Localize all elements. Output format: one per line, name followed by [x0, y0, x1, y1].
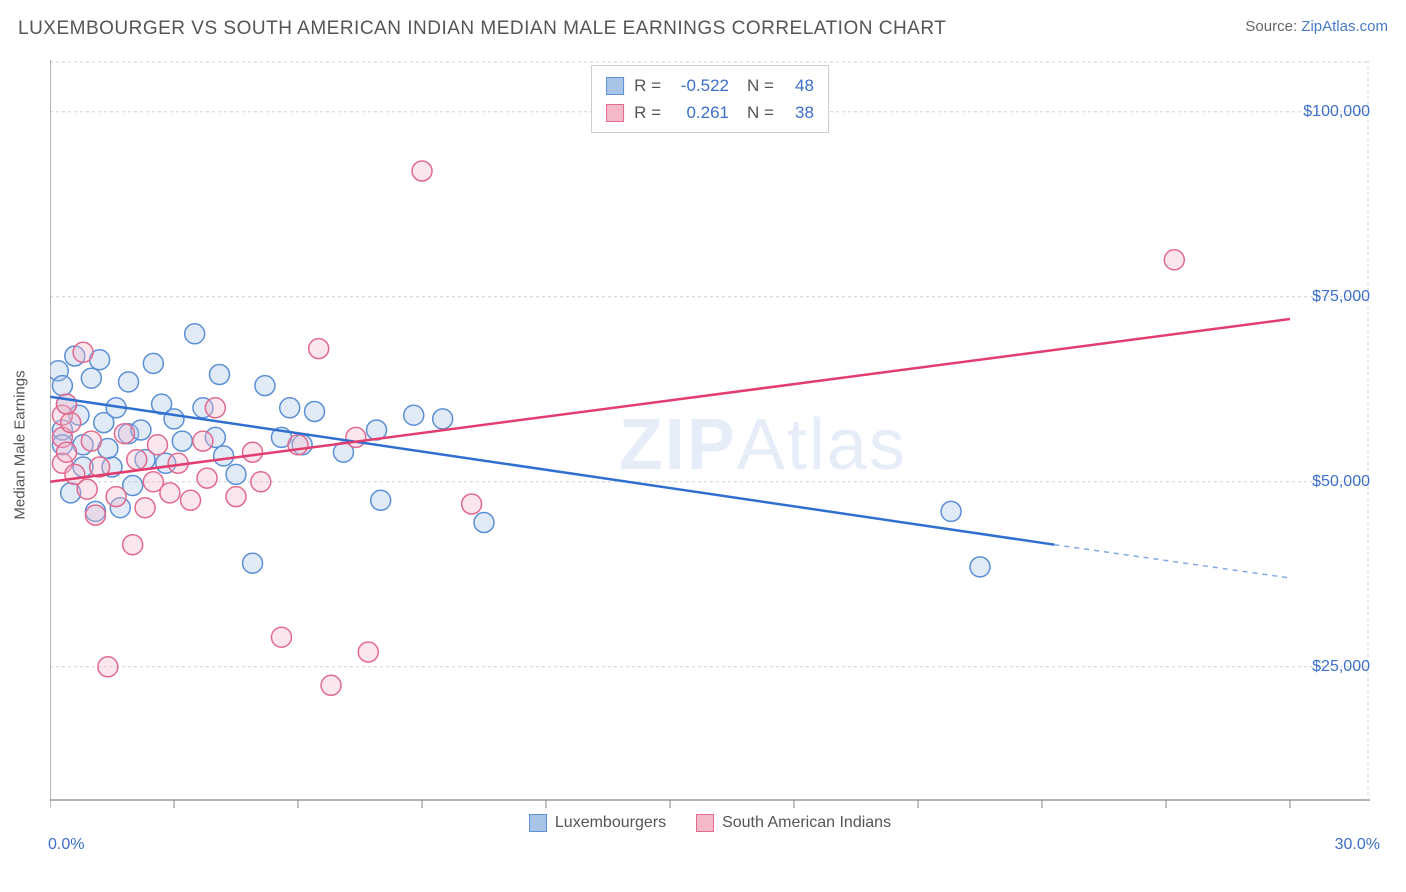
legend-label-lux: Luxembourgers: [555, 814, 666, 832]
series-legend: Luxembourgers South American Indians: [50, 814, 1370, 832]
header: LUXEMBOURGER VS SOUTH AMERICAN INDIAN ME…: [18, 18, 1388, 40]
correlation-row-lux: R = -0.522 N = 48: [606, 72, 814, 99]
correlation-legend: R = -0.522 N = 48 R = 0.261 N = 38: [591, 65, 829, 133]
r-label: R =: [634, 99, 661, 126]
source-link[interactable]: ZipAtlas.com: [1301, 18, 1388, 35]
legend-item-sai: South American Indians: [696, 814, 891, 832]
x-min-label: 0.0%: [48, 836, 84, 854]
chart-area: Median Male Earnings ZIPAtlas R = -0.522…: [50, 60, 1370, 830]
source-prefix: Source:: [1245, 18, 1301, 35]
y-tick-label: $100,000: [1270, 103, 1370, 121]
legend-swatch-sai-icon: [696, 814, 714, 832]
source-attribution: Source: ZipAtlas.com: [1245, 18, 1388, 35]
chart-container: LUXEMBOURGER VS SOUTH AMERICAN INDIAN ME…: [0, 0, 1406, 892]
r-value-sai: 0.261: [671, 99, 729, 126]
y-tick-label: $25,000: [1270, 658, 1370, 676]
r-value-lux: -0.522: [671, 72, 729, 99]
n-label: N =: [747, 72, 774, 99]
scatter-plot: [50, 60, 1370, 830]
x-max-label: 30.0%: [1335, 836, 1380, 854]
legend-swatch-lux-icon: [529, 814, 547, 832]
legend-swatch-lux: [606, 77, 624, 95]
correlation-row-sai: R = 0.261 N = 38: [606, 99, 814, 126]
n-label: N =: [747, 99, 774, 126]
legend-item-lux: Luxembourgers: [529, 814, 666, 832]
r-label: R =: [634, 72, 661, 99]
n-value-sai: 38: [784, 99, 814, 126]
n-value-lux: 48: [784, 72, 814, 99]
legend-label-sai: South American Indians: [722, 814, 891, 832]
chart-title: LUXEMBOURGER VS SOUTH AMERICAN INDIAN ME…: [18, 18, 946, 40]
y-tick-label: $75,000: [1270, 288, 1370, 306]
y-tick-label: $50,000: [1270, 473, 1370, 491]
legend-swatch-sai: [606, 104, 624, 122]
y-axis-label: Median Male Earnings: [12, 370, 29, 519]
